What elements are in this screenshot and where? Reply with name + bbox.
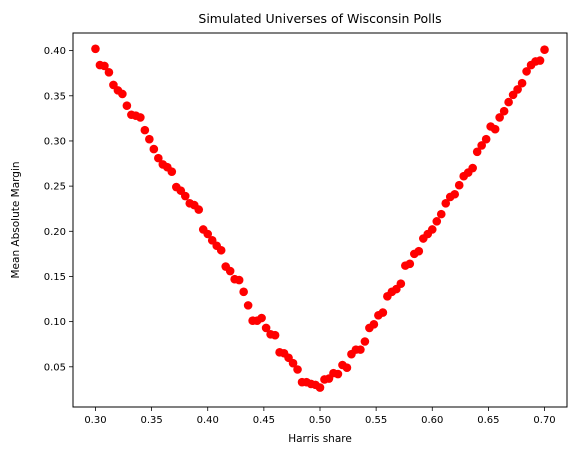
y-tick-label: 0.10 bbox=[44, 317, 66, 328]
data-point bbox=[540, 45, 549, 55]
data-point bbox=[472, 147, 482, 157]
data-point bbox=[243, 301, 253, 310]
data-point bbox=[293, 365, 302, 374]
data-point bbox=[414, 246, 424, 256]
data-point bbox=[468, 163, 477, 173]
data-point bbox=[396, 279, 406, 288]
data-point bbox=[145, 134, 154, 144]
data-point bbox=[378, 308, 388, 317]
data-point bbox=[490, 124, 500, 134]
data-point bbox=[454, 180, 464, 190]
data-point bbox=[118, 89, 127, 99]
data-point bbox=[360, 337, 370, 346]
data-point bbox=[104, 67, 114, 77]
data-point bbox=[356, 345, 365, 354]
data-point bbox=[203, 229, 213, 239]
data-point bbox=[234, 275, 244, 285]
data-point bbox=[513, 85, 522, 94]
data-point bbox=[333, 369, 343, 379]
data-point bbox=[270, 330, 280, 340]
x-tick-label: 0.40 bbox=[197, 415, 219, 426]
data-point bbox=[194, 205, 204, 214]
data-point bbox=[432, 217, 442, 226]
data-point bbox=[167, 167, 177, 176]
y-tick-label: 0.40 bbox=[44, 46, 66, 57]
data-point bbox=[136, 113, 145, 122]
x-axis-title: Harris share bbox=[288, 433, 352, 445]
x-tick-label: 0.30 bbox=[84, 415, 106, 426]
data-point bbox=[495, 113, 504, 122]
data-point bbox=[522, 67, 531, 76]
data-point bbox=[225, 266, 235, 276]
x-tick-label: 0.70 bbox=[533, 415, 555, 426]
data-point bbox=[441, 198, 451, 208]
x-tick-label: 0.50 bbox=[309, 415, 331, 426]
data-point bbox=[140, 125, 150, 135]
x-tick-label: 0.55 bbox=[365, 415, 387, 426]
data-point bbox=[405, 259, 415, 269]
data-point bbox=[450, 189, 460, 199]
data-point bbox=[180, 191, 190, 201]
data-point bbox=[436, 209, 446, 219]
x-tick-label: 0.60 bbox=[421, 415, 443, 426]
y-tick-label: 0.35 bbox=[44, 91, 66, 102]
y-tick-label: 0.15 bbox=[44, 272, 66, 283]
data-points bbox=[91, 44, 549, 392]
data-point bbox=[288, 358, 298, 368]
x-tick-label: 0.45 bbox=[253, 415, 275, 426]
y-axis-title: Mean Absolute Margin bbox=[10, 161, 22, 278]
y-tick-label: 0.30 bbox=[44, 136, 66, 147]
data-point bbox=[517, 78, 527, 88]
y-tick-label: 0.20 bbox=[44, 227, 66, 238]
x-tick-label: 0.35 bbox=[140, 415, 162, 426]
data-point bbox=[149, 144, 159, 154]
data-point bbox=[91, 44, 100, 54]
data-point bbox=[154, 153, 163, 163]
x-axis: 0.30 0.35 0.40 0.45 0.50 0.55 0.60 0.65 0.70 bbox=[84, 407, 556, 426]
data-point bbox=[239, 287, 248, 297]
data-point bbox=[122, 101, 132, 111]
data-point bbox=[257, 313, 266, 323]
y-tick-label: 0.25 bbox=[44, 182, 66, 193]
data-point bbox=[481, 134, 491, 144]
data-point bbox=[261, 323, 271, 333]
data-point bbox=[499, 106, 509, 116]
y-tick-label: 0.05 bbox=[44, 362, 66, 373]
data-point bbox=[504, 97, 513, 107]
data-point bbox=[477, 141, 486, 150]
data-point bbox=[535, 56, 545, 65]
y-axis: 0.05 0.10 0.15 0.20 0.25 0.30 0.35 0.40 bbox=[44, 46, 73, 373]
chart-title: Simulated Universes of Wisconsin Polls bbox=[198, 11, 441, 26]
data-point bbox=[216, 245, 226, 255]
data-point bbox=[315, 383, 325, 392]
data-point bbox=[342, 363, 352, 373]
data-point bbox=[369, 320, 379, 329]
data-point bbox=[427, 225, 437, 234]
data-point bbox=[100, 61, 109, 71]
x-tick-label: 0.65 bbox=[477, 415, 499, 426]
